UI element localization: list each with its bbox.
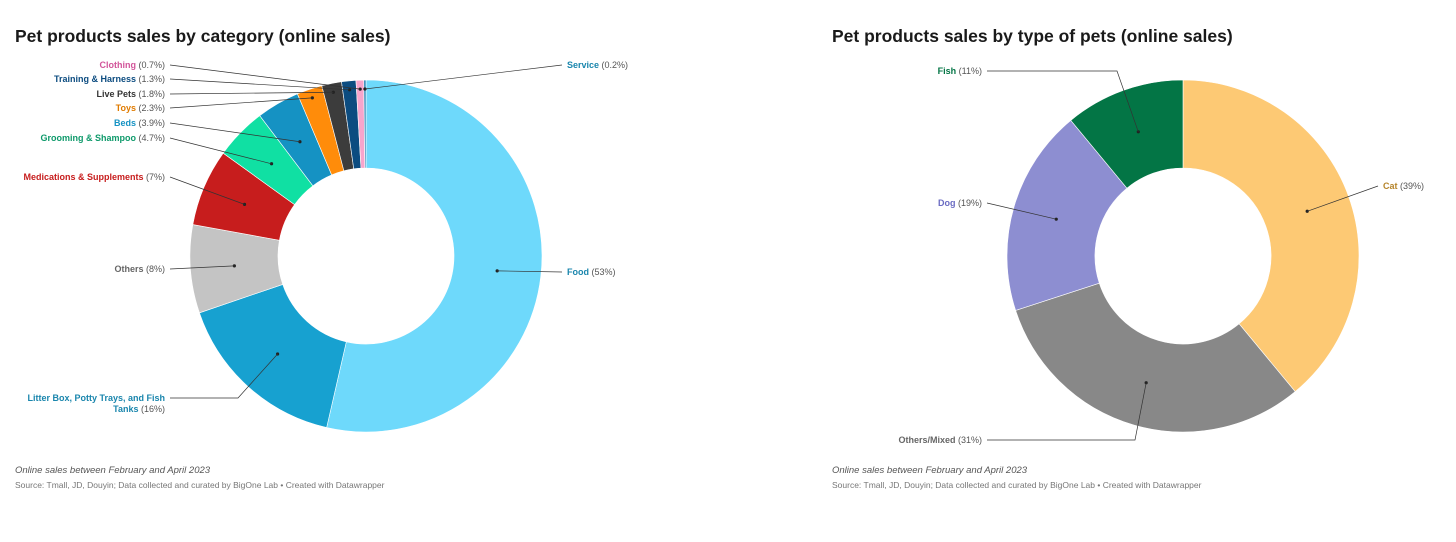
leader-line	[986, 202, 1057, 220]
slice-fish	[1070, 79, 1184, 189]
chart-source: Source: Tmall, JD, Douyin; Data collecte…	[832, 480, 1202, 490]
slice-label-name: Service	[567, 60, 602, 70]
slice-label-name: Toys	[116, 103, 139, 113]
donut-slices	[1006, 79, 1360, 433]
slice-label-pct: (4.7%)	[138, 133, 165, 143]
slice-label-name: Clothing	[99, 60, 138, 70]
donut-slices	[189, 79, 543, 433]
chart-panel-pet-type: Pet products sales by type of pets (onli…	[817, 0, 1447, 542]
leader-line	[169, 91, 334, 95]
slice-label-live-pets: Live Pets (1.8%)	[96, 89, 165, 99]
slice-label-others-mixed: Others/Mixed (31%)	[898, 435, 982, 445]
slice-service	[363, 79, 367, 169]
slice-label-name: Medications & Supplements	[23, 172, 146, 182]
leader-line	[364, 64, 563, 90]
slice-label-name: Others	[114, 264, 146, 274]
slice-label-name: Beds	[114, 118, 139, 128]
slice-label-food: Food (53%)	[567, 267, 616, 277]
slice-label-pct: (11%)	[959, 66, 982, 76]
chart-source: Source: Tmall, JD, Douyin; Data collecte…	[15, 480, 385, 490]
leader-dot	[1144, 381, 1148, 385]
slice-label-name: Dog	[938, 198, 958, 208]
slice-label-pct: (0.2%)	[602, 60, 629, 70]
leader-line	[169, 265, 235, 270]
slice-label-pct: (0.7%)	[138, 60, 165, 70]
chart-caption: Online sales between February and April …	[832, 465, 1028, 476]
slice-label-pct: (1.8%)	[138, 89, 165, 99]
slice-label-clothing: Clothing (0.7%)	[99, 60, 165, 70]
leader-line	[1307, 185, 1379, 212]
slice-cat	[1182, 79, 1360, 393]
slice-label-pct: (39%)	[1400, 181, 1424, 191]
slice-label-medications-supplements: Medications & Supplements (7%)	[23, 172, 165, 182]
leader-line	[169, 176, 245, 205]
slice-label-name: Tanks	[113, 404, 141, 414]
slice-label-name: Grooming & Shampoo	[40, 133, 138, 143]
slice-label-pct: (8%)	[146, 264, 165, 274]
slice-label-pct: (2.3%)	[138, 103, 165, 113]
slice-label-pct: (16%)	[141, 404, 165, 414]
slice-label-litter-box-potty-trays-and-fish-tanks: Litter Box, Potty Trays, and Fish Tanks (…	[27, 393, 165, 414]
chart-title: Pet products sales by type of pets (onli…	[832, 26, 1233, 46]
label-leaders	[986, 70, 1379, 441]
slice-label-fish: Fish (11%)	[938, 66, 982, 76]
slice-label-name: Litter Box, Potty Trays, and Fish	[27, 393, 165, 403]
slice-litter-box-potty-trays-and-fish-tanks	[199, 284, 347, 428]
slice-label-beds: Beds (3.9%)	[114, 118, 165, 128]
slice-label-others: Others (8%)	[114, 264, 165, 274]
slice-label-name: Training & Harness	[54, 74, 139, 84]
slice-label-pct: (3.9%)	[138, 118, 165, 128]
slice-label-training-harness: Training & Harness (1.3%)	[54, 74, 165, 84]
slice-label-name: Fish	[938, 66, 959, 76]
label-leaders	[169, 64, 563, 399]
slice-label-pct: (7%)	[146, 172, 165, 182]
leader-line	[169, 78, 350, 91]
leader-line	[169, 137, 272, 165]
donut-chart-category: Food (53%) Litter Box, Potty Trays, and F…	[23, 60, 628, 433]
slice-label-toys: Toys (2.3%)	[116, 103, 165, 113]
slice-label-name: Others/Mixed	[898, 435, 958, 445]
slice-others-mixed	[1015, 282, 1296, 433]
slice-label-cat: Cat (39%)	[1383, 181, 1424, 191]
slice-labels: Food (53%) Litter Box, Potty Trays, and F…	[23, 60, 628, 414]
leader-dot	[1136, 130, 1140, 134]
slice-label-grooming-shampoo: Grooming & Shampoo (4.7%)	[40, 133, 165, 143]
chart-caption: Online sales between February and April …	[15, 465, 211, 476]
leader-line	[987, 70, 1139, 132]
slice-label-pct: (31%)	[958, 435, 982, 445]
slice-label-name: Live Pets	[96, 89, 138, 99]
leader-line	[987, 382, 1147, 441]
slice-label-pct: (1.3%)	[138, 74, 165, 84]
donut-chart-pet-type: Cat (39%) Others/Mixed (31%) Dog (19%) Fish…	[898, 66, 1424, 445]
slice-dog	[1006, 119, 1128, 311]
slice-label-pct: (53%)	[592, 267, 616, 277]
slice-label-name: Cat	[1383, 181, 1400, 191]
leader-line	[169, 64, 361, 90]
leader-line	[169, 97, 313, 109]
leader-line	[169, 122, 300, 143]
leader-dot	[1305, 209, 1309, 213]
leader-line	[170, 353, 278, 399]
slice-label-name: Food	[567, 267, 592, 277]
chart-panel-category: Pet products sales by category (online s…	[0, 0, 720, 542]
leader-line	[497, 270, 563, 273]
slice-label-service: Service (0.2%)	[567, 60, 628, 70]
slice-label-dog: Dog (19%)	[938, 198, 982, 208]
slice-labels: Cat (39%) Others/Mixed (31%) Dog (19%) Fish…	[898, 66, 1424, 445]
slice-label-pct: (19%)	[958, 198, 982, 208]
slice-food	[326, 79, 543, 433]
chart-title: Pet products sales by category (online s…	[15, 26, 391, 46]
